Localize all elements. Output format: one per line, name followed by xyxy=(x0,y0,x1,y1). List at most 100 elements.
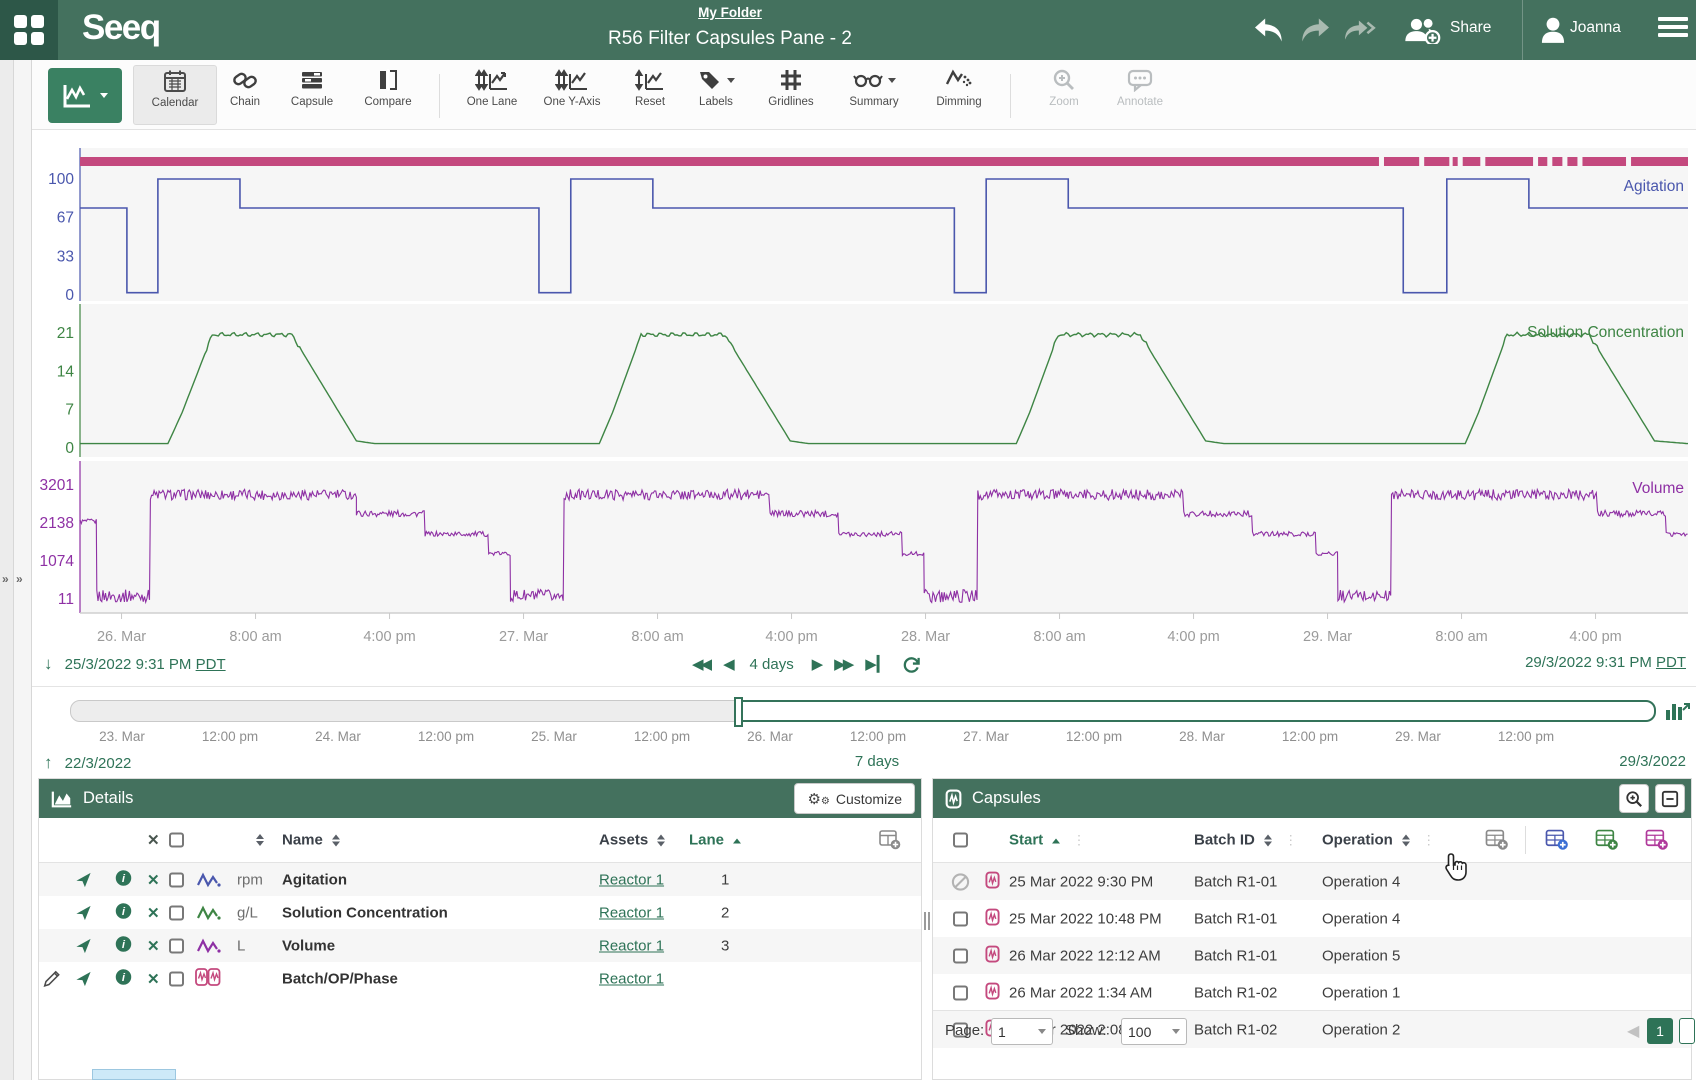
range-duration[interactable]: 4 days xyxy=(749,655,794,673)
tool-one-lane[interactable]: One Lane xyxy=(460,65,524,125)
user-menu[interactable]: Joanna xyxy=(1570,19,1621,36)
sort-icon[interactable] xyxy=(657,834,666,847)
step-forward-button[interactable]: ▶ xyxy=(811,656,823,673)
select-all-checkbox[interactable] xyxy=(169,832,184,848)
capsule-row[interactable]: 26 Mar 2022 1:34 AM Batch R1-02 Operatio… xyxy=(933,974,1691,1011)
sort-icon[interactable] xyxy=(332,834,341,847)
signal-name[interactable]: Solution Concentration xyxy=(282,904,448,921)
redo-icon[interactable] xyxy=(1298,16,1332,44)
current-page-button[interactable]: 1 xyxy=(1647,1018,1673,1044)
column-header-start[interactable]: Start ⋮ xyxy=(1009,831,1086,849)
tool-chain[interactable]: Chain xyxy=(215,65,275,125)
remove-icon[interactable]: ✕ xyxy=(147,970,160,988)
app-switcher-button[interactable] xyxy=(0,0,58,60)
tool-capsule[interactable]: Capsule xyxy=(280,65,344,125)
asset-link[interactable]: Reactor 1 xyxy=(599,871,665,888)
sort-ascending-icon[interactable] xyxy=(733,838,742,844)
step-forward-fast-button[interactable]: ▶▶ xyxy=(834,656,854,673)
remove-icon[interactable]: ✕ xyxy=(147,871,160,889)
tool-compare[interactable]: Compare xyxy=(356,65,420,125)
sort-icon[interactable] xyxy=(1264,834,1273,847)
collapsed-worksheet-rail[interactable]: » xyxy=(0,60,14,1080)
details-row-volume[interactable]: i ✕ L Volume Reactor 1 3 xyxy=(39,929,921,962)
breadcrumb[interactable]: My Folder xyxy=(698,5,762,20)
column-header-operation[interactable]: Operation ⋮ xyxy=(1322,831,1436,849)
column-header-lane[interactable]: Lane xyxy=(689,832,742,849)
row-checkbox[interactable] xyxy=(953,911,968,926)
undo-icon[interactable] xyxy=(1252,16,1286,44)
signal-name[interactable]: Volume xyxy=(282,937,336,954)
pin-trend-icon[interactable] xyxy=(75,871,92,888)
investigate-end[interactable]: 29/3/2022 xyxy=(1619,753,1686,770)
range-start-datetime[interactable]: 25/3/2022 9:31 PM xyxy=(64,656,192,673)
timebar-track[interactable] xyxy=(70,697,1656,727)
details-row-batch-op-phase[interactable]: i ✕ Batch/OP/Phase Reactor 1 xyxy=(39,962,921,995)
asset-link[interactable]: Reactor 1 xyxy=(599,970,665,987)
select-all-checkbox[interactable] xyxy=(953,832,968,848)
step-back-button[interactable]: ◀ xyxy=(723,656,734,673)
collapse-panel-button[interactable] xyxy=(1655,784,1685,813)
capsule-row[interactable]: 26 Mar 2022 2:08 AM Batch R1-02 Operatio… xyxy=(933,1011,1691,1048)
column-menu-icon[interactable]: ⋮ xyxy=(1072,832,1086,848)
previous-page-icon[interactable]: ◀ xyxy=(1627,1023,1640,1040)
hamburger-menu-icon[interactable] xyxy=(1658,17,1688,43)
next-page-button[interactable] xyxy=(1679,1018,1695,1044)
share-button[interactable]: Share xyxy=(1450,19,1492,36)
step-to-end-button[interactable]: ▶▎ xyxy=(865,656,889,673)
view-mode-dropdown-button[interactable] xyxy=(48,68,122,123)
timebar-zoom-icon[interactable] xyxy=(1664,700,1690,722)
tool-calendar[interactable]: Calendar xyxy=(133,65,217,125)
row-checkbox[interactable] xyxy=(169,971,184,986)
info-icon[interactable]: i xyxy=(115,902,132,923)
edit-pencil-icon[interactable] xyxy=(43,970,60,987)
tool-reset[interactable]: Reset xyxy=(620,65,680,125)
info-icon[interactable]: i xyxy=(115,869,132,890)
details-row-solution-concentration[interactable]: i ✕ g/L Solution Concentration Reactor 1… xyxy=(39,896,921,929)
column-menu-icon[interactable]: ⋮ xyxy=(1284,832,1298,848)
panel-resize-handle[interactable] xyxy=(922,908,932,934)
capsule-row[interactable]: 25 Mar 2022 9:30 PM Batch R1-01 Operatio… xyxy=(933,863,1691,900)
row-checkbox[interactable] xyxy=(169,905,184,920)
add-property-column-icon[interactable] xyxy=(1645,829,1669,851)
expand-rail-icon[interactable]: » xyxy=(2,572,9,586)
collapsed-browse-rail[interactable]: » xyxy=(14,60,32,1080)
step-back-fast-button[interactable]: ◀◀ xyxy=(692,656,712,673)
share-icon[interactable] xyxy=(1402,16,1442,44)
row-checkbox[interactable] xyxy=(953,1022,968,1037)
redo-all-icon[interactable] xyxy=(1344,16,1378,44)
investigate-start[interactable]: ↑ 22/3/2022 xyxy=(44,753,132,772)
column-header-batch-id[interactable]: Batch ID ⋮ xyxy=(1194,831,1298,849)
pin-trend-icon[interactable] xyxy=(75,970,92,987)
tool-zoom[interactable]: Zoom xyxy=(1032,65,1096,125)
sort-icon[interactable] xyxy=(1402,834,1411,847)
column-menu-icon[interactable]: ⋮ xyxy=(1422,832,1436,848)
tool-annotate[interactable]: Annotate xyxy=(1105,65,1175,125)
tool-labels[interactable]: Labels xyxy=(686,65,746,125)
expand-panel-icon[interactable]: » xyxy=(16,572,23,586)
page-select[interactable]: 1 xyxy=(991,1018,1053,1045)
timezone-link[interactable]: PDT xyxy=(195,656,226,673)
column-header-name[interactable]: Name xyxy=(282,832,341,849)
customize-button[interactable]: ⚙⚙ Customize xyxy=(794,783,915,814)
tool-dimming[interactable]: Dimming xyxy=(927,65,991,125)
signal-name[interactable]: Agitation xyxy=(282,871,347,888)
asset-link[interactable]: Reactor 1 xyxy=(599,904,665,921)
add-column-icon[interactable] xyxy=(879,830,901,850)
info-icon[interactable]: i xyxy=(115,968,132,989)
row-checkbox[interactable] xyxy=(953,985,968,1000)
sort-ascending-icon[interactable] xyxy=(1052,838,1061,844)
capsule-row[interactable]: 26 Mar 2022 12:12 AM Batch R1-01 Operati… xyxy=(933,937,1691,974)
add-column-icon[interactable] xyxy=(1485,829,1509,851)
capsule-row[interactable]: 25 Mar 2022 10:48 PM Batch R1-01 Operati… xyxy=(933,900,1691,937)
condition-name[interactable]: Batch/OP/Phase xyxy=(282,970,398,987)
seeq-logo[interactable]: Seeq xyxy=(82,8,161,47)
tool-gridlines[interactable]: Gridlines xyxy=(758,65,824,125)
trend-chart[interactable]: 100 67 33 0 21 14 7 0 3201 2138 1074 11 Agitation Sol… xyxy=(0,130,1696,650)
row-checkbox[interactable] xyxy=(169,872,184,887)
worksheet-title[interactable]: R56 Filter Capsules Pane - 2 xyxy=(608,28,852,49)
show-select[interactable]: 100 xyxy=(1121,1018,1187,1045)
row-checkbox[interactable] xyxy=(169,938,184,953)
info-icon[interactable]: i xyxy=(115,935,132,956)
remove-all-icon[interactable]: ✕ xyxy=(147,832,160,849)
timebar-left-handle[interactable] xyxy=(734,697,743,727)
